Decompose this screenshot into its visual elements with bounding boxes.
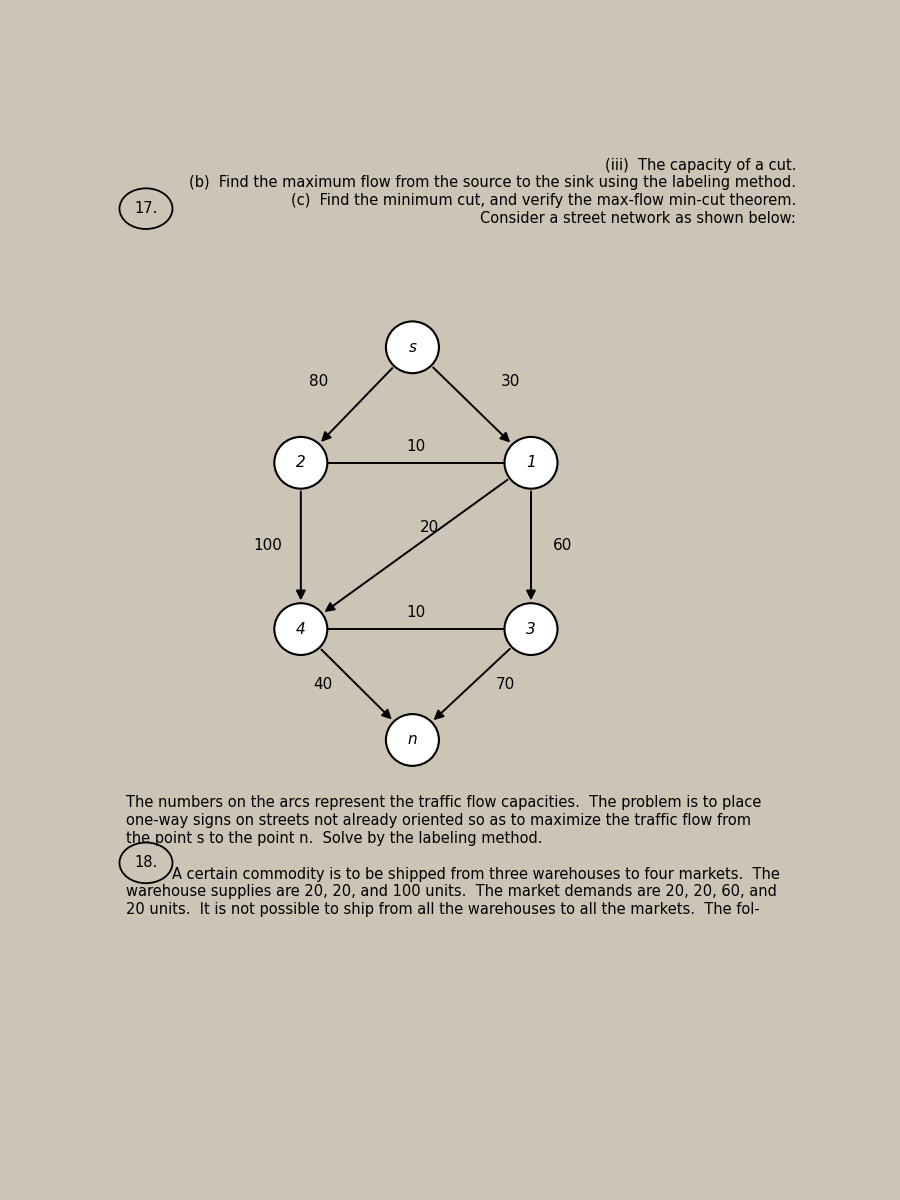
Text: 10: 10: [406, 439, 426, 454]
Ellipse shape: [386, 322, 439, 373]
Text: one-way signs on streets not already oriented so as to maximize the traffic flow: one-way signs on streets not already ori…: [126, 812, 752, 828]
FancyArrowPatch shape: [322, 368, 392, 440]
Text: A certain commodity is to be shipped from three warehouses to four markets.  The: A certain commodity is to be shipped fro…: [172, 866, 779, 882]
Text: Consider a street network as shown below:: Consider a street network as shown below…: [481, 210, 796, 226]
Text: (iii)  The capacity of a cut.: (iii) The capacity of a cut.: [605, 158, 796, 173]
Text: 1: 1: [526, 455, 536, 470]
FancyArrowPatch shape: [326, 480, 508, 611]
Text: (b)  Find the maximum flow from the source to the sink using the labeling method: (b) Find the maximum flow from the sourc…: [189, 175, 796, 191]
FancyArrowPatch shape: [297, 492, 305, 599]
Text: 3: 3: [526, 622, 536, 636]
Text: 30: 30: [500, 374, 520, 390]
Text: n: n: [408, 732, 418, 748]
Text: 18.: 18.: [134, 856, 158, 870]
Ellipse shape: [505, 604, 557, 655]
Text: The numbers on the arcs represent the traffic flow capacities.  The problem is t: The numbers on the arcs represent the tr…: [126, 796, 761, 810]
Text: 40: 40: [313, 677, 333, 692]
FancyArrowPatch shape: [433, 367, 508, 442]
Text: s: s: [409, 340, 417, 355]
Text: 20: 20: [420, 520, 439, 535]
Text: the point s to the point n.  Solve by the labeling method.: the point s to the point n. Solve by the…: [126, 830, 543, 846]
FancyArrowPatch shape: [436, 649, 509, 719]
Ellipse shape: [274, 604, 328, 655]
Text: warehouse supplies are 20, 20, and 100 units.  The market demands are 20, 20, 60: warehouse supplies are 20, 20, and 100 u…: [126, 884, 778, 899]
Text: (c)  Find the minimum cut, and verify the max-flow min-cut theorem.: (c) Find the minimum cut, and verify the…: [291, 193, 796, 208]
Text: 20 units.  It is not possible to ship from all the warehouses to all the markets: 20 units. It is not possible to ship fro…: [126, 901, 760, 917]
FancyArrowPatch shape: [321, 649, 391, 718]
Text: 17.: 17.: [134, 202, 158, 216]
Text: 60: 60: [553, 539, 572, 553]
Ellipse shape: [274, 437, 328, 488]
Text: 4: 4: [296, 622, 306, 636]
Ellipse shape: [386, 714, 439, 766]
Text: 80: 80: [309, 374, 328, 390]
Text: 10: 10: [406, 605, 426, 620]
Text: 100: 100: [253, 539, 282, 553]
Ellipse shape: [505, 437, 557, 488]
Text: 2: 2: [296, 455, 306, 470]
Text: 70: 70: [496, 677, 515, 692]
FancyArrowPatch shape: [527, 492, 535, 599]
